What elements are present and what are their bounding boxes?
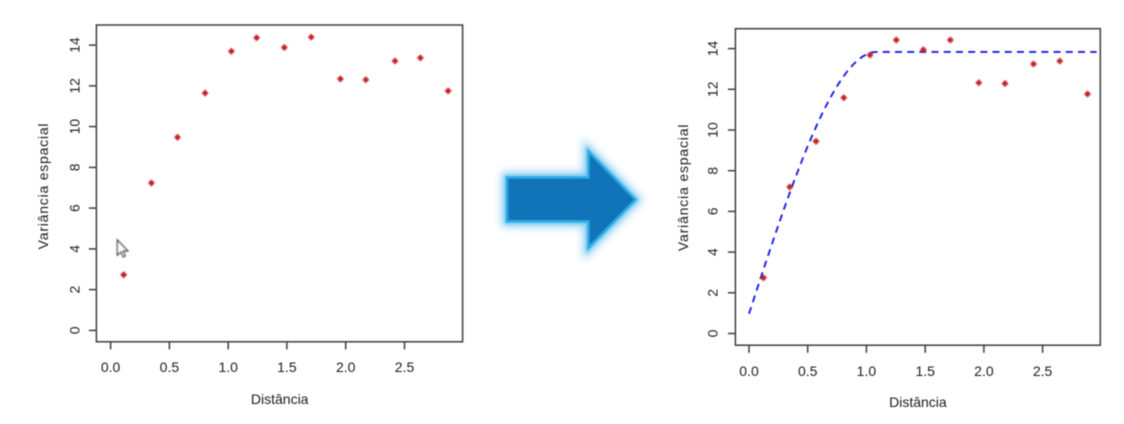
svg-text:2.0: 2.0 [974,363,994,379]
svg-text:0: 0 [66,326,82,334]
svg-text:2.5: 2.5 [395,359,415,375]
svg-text:4: 4 [704,248,720,256]
svg-text:Distância: Distância [251,391,309,407]
svg-text:0.0: 0.0 [739,363,759,379]
svg-text:2.5: 2.5 [1033,363,1053,379]
svg-text:8: 8 [66,163,82,171]
svg-text:10: 10 [66,119,82,135]
svg-text:0.0: 0.0 [101,359,121,375]
svg-text:1.5: 1.5 [915,363,935,379]
svg-text:2.0: 2.0 [336,359,356,375]
svg-text:14: 14 [704,41,720,57]
svg-text:0: 0 [704,329,720,337]
svg-text:10: 10 [704,122,720,138]
svg-text:0.5: 0.5 [798,363,818,379]
svg-text:1.0: 1.0 [857,363,877,379]
svg-text:14: 14 [66,37,82,53]
svg-text:Variância espacial: Variância espacial [35,123,51,250]
svg-text:2: 2 [704,289,720,297]
svg-text:1.5: 1.5 [277,359,297,375]
svg-text:8: 8 [704,167,720,175]
svg-text:Variância espacial: Variância espacial [675,124,691,251]
svg-text:4: 4 [66,245,82,253]
svg-text:6: 6 [66,204,82,212]
svg-text:12: 12 [66,78,82,94]
svg-text:Distância: Distância [889,394,947,410]
svg-text:1.0: 1.0 [218,359,238,375]
svg-text:2: 2 [66,285,82,293]
svg-text:0.5: 0.5 [160,359,180,375]
svg-text:12: 12 [704,81,720,97]
svg-text:6: 6 [704,207,720,215]
